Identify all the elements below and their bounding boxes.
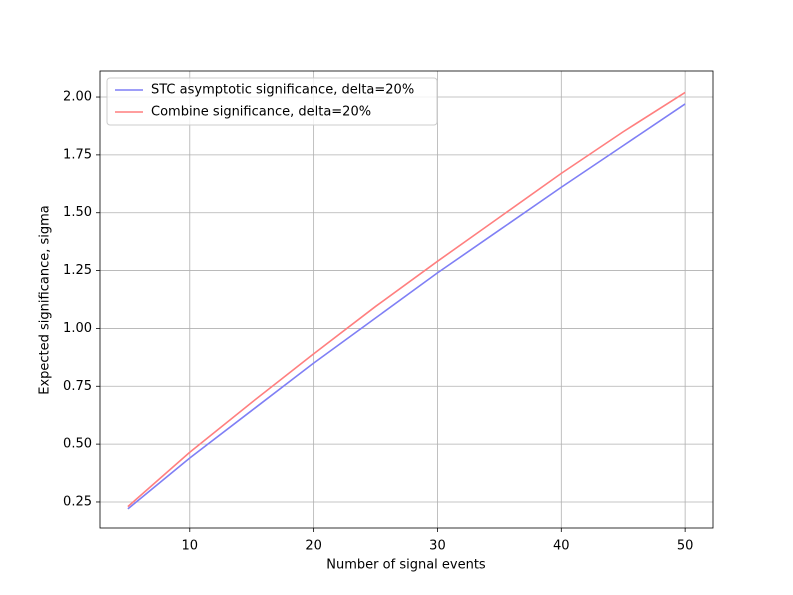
y-tick-label: 1.50 bbox=[63, 205, 92, 220]
plot-frame bbox=[99, 70, 714, 529]
y-tick-label: 0.25 bbox=[63, 494, 92, 509]
y-tick-label: 1.00 bbox=[63, 321, 92, 336]
x-tick-label: 30 bbox=[429, 539, 446, 554]
x-axis-label: Number of signal events bbox=[326, 558, 486, 573]
y-axis-label: Expected significance, sigma bbox=[38, 205, 53, 395]
legend-label: STC asymptotic significance, delta=20% bbox=[151, 83, 414, 98]
x-tick-label: 20 bbox=[305, 539, 322, 554]
x-tick-label: 10 bbox=[182, 539, 199, 554]
legend-box bbox=[106, 77, 438, 126]
series-line bbox=[127, 103, 686, 510]
y-tick-label: 1.75 bbox=[63, 147, 92, 162]
legend-label: Combine significance, delta=20% bbox=[151, 105, 371, 120]
y-tick-label: 0.50 bbox=[63, 437, 92, 452]
y-tick-label: 1.25 bbox=[63, 263, 92, 278]
x-tick-label: 40 bbox=[553, 539, 570, 554]
series-line bbox=[127, 91, 686, 508]
y-tick-label: 0.75 bbox=[63, 379, 92, 394]
x-tick-label: 50 bbox=[677, 539, 694, 554]
y-tick-label: 2.00 bbox=[63, 90, 92, 105]
